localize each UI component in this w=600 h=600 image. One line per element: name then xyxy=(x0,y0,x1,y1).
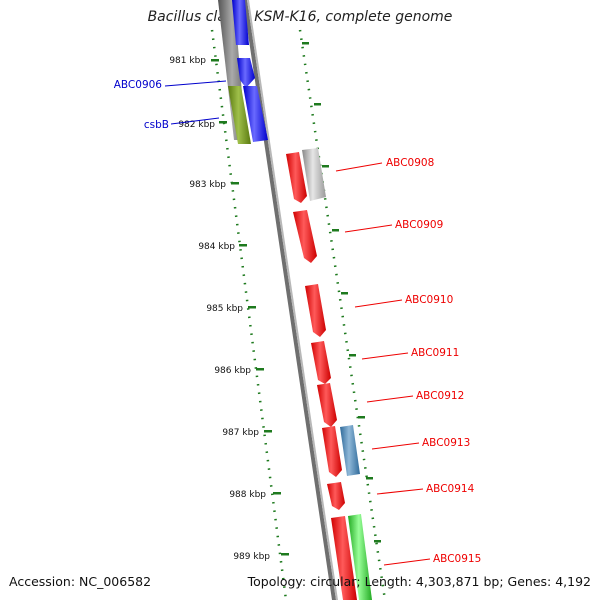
outer-tick-1 xyxy=(302,42,309,45)
gene-ABC0912 xyxy=(317,383,337,427)
tick-label-987: 987 kbp xyxy=(222,428,259,438)
tick-986 xyxy=(256,368,264,371)
gene-ABC0909 xyxy=(293,210,317,263)
leader-ABC0911 xyxy=(361,352,409,360)
tick-989 xyxy=(281,553,289,556)
tick-label-984: 984 kbp xyxy=(198,242,235,252)
gene-ABC0914 xyxy=(327,482,345,510)
gene-label-ABC0908: ABC0908 xyxy=(386,157,434,169)
tick-label-981: 981 kbp xyxy=(169,56,206,66)
tick-988 xyxy=(273,492,281,495)
leader-ABC0912 xyxy=(366,395,414,403)
tick-label-985: 985 kbp xyxy=(206,304,243,314)
gene-green-lower xyxy=(348,514,372,600)
gene-label-ABC0914: ABC0914 xyxy=(426,483,475,495)
gene-label-ABC0910: ABC0910 xyxy=(405,294,453,306)
tick-label-983: 983 kbp xyxy=(189,180,226,190)
outer-tick-9 xyxy=(374,540,381,543)
genome-backbone-highlight xyxy=(247,0,338,600)
tick-984 xyxy=(239,244,247,247)
leader-ABC0914 xyxy=(376,488,424,495)
tick-983 xyxy=(231,182,239,185)
gene-ABC0910 xyxy=(305,284,326,337)
tick-985 xyxy=(248,306,256,309)
leader-ABC0906 xyxy=(164,80,227,87)
gene-ABC0906-top xyxy=(232,0,249,45)
outer-tick-6 xyxy=(349,354,356,357)
outer-tick-5 xyxy=(341,292,348,295)
gene-label-ABC0909: ABC0909 xyxy=(395,219,443,231)
gene-label-ABC0911: ABC0911 xyxy=(411,347,459,359)
gene-ABC0906 xyxy=(237,58,255,88)
tick-label-989: 989 kbp xyxy=(233,552,270,562)
gene-ABC0915 xyxy=(331,516,357,600)
outer-tick-4 xyxy=(332,229,339,232)
leader-csbB xyxy=(170,117,220,125)
genome-summary-text: Topology: circular; Length: 4,303,871 bp… xyxy=(247,574,591,589)
gene-label-ABC0915: ABC0915 xyxy=(433,553,481,565)
outer-tick-8 xyxy=(366,477,373,480)
gene-ABC0908 xyxy=(286,152,307,203)
outer-tick-marks xyxy=(302,42,381,543)
accession-text: Accession: NC_006582 xyxy=(9,574,152,589)
gene-ABC0913 xyxy=(322,426,342,477)
tick-982 xyxy=(219,121,227,124)
leader-ABC0910 xyxy=(354,299,403,308)
gene-grey-upper xyxy=(302,148,326,201)
outer-tick-2 xyxy=(314,103,321,106)
gene-ABC0906-tail xyxy=(243,86,268,142)
tick-label-982: 982 kbp xyxy=(178,120,215,130)
outer-tick-3 xyxy=(322,165,329,168)
gene-label-ABC0913: ABC0913 xyxy=(422,437,470,449)
gene-label-ABC0912: ABC0912 xyxy=(416,390,464,402)
tick-marks xyxy=(211,59,289,556)
gene-label-csbB: csbB xyxy=(144,119,169,131)
leader-ABC0913 xyxy=(371,442,420,450)
gene-csbB xyxy=(228,86,251,144)
genome-backbone xyxy=(243,0,336,600)
gene-label-ABC0906: ABC0906 xyxy=(114,79,163,91)
tick-label-986: 986 kbp xyxy=(214,366,251,376)
outer-tick-7 xyxy=(358,416,365,419)
tick-987 xyxy=(264,430,272,433)
tick-label-988: 988 kbp xyxy=(229,490,266,500)
gene-ABC0911 xyxy=(311,341,331,384)
leader-ABC0915 xyxy=(383,558,431,566)
leader-ABC0909 xyxy=(344,224,393,233)
leader-ABC0908 xyxy=(335,162,383,172)
gene-steel-blue xyxy=(340,425,360,476)
tick-981 xyxy=(211,59,219,62)
